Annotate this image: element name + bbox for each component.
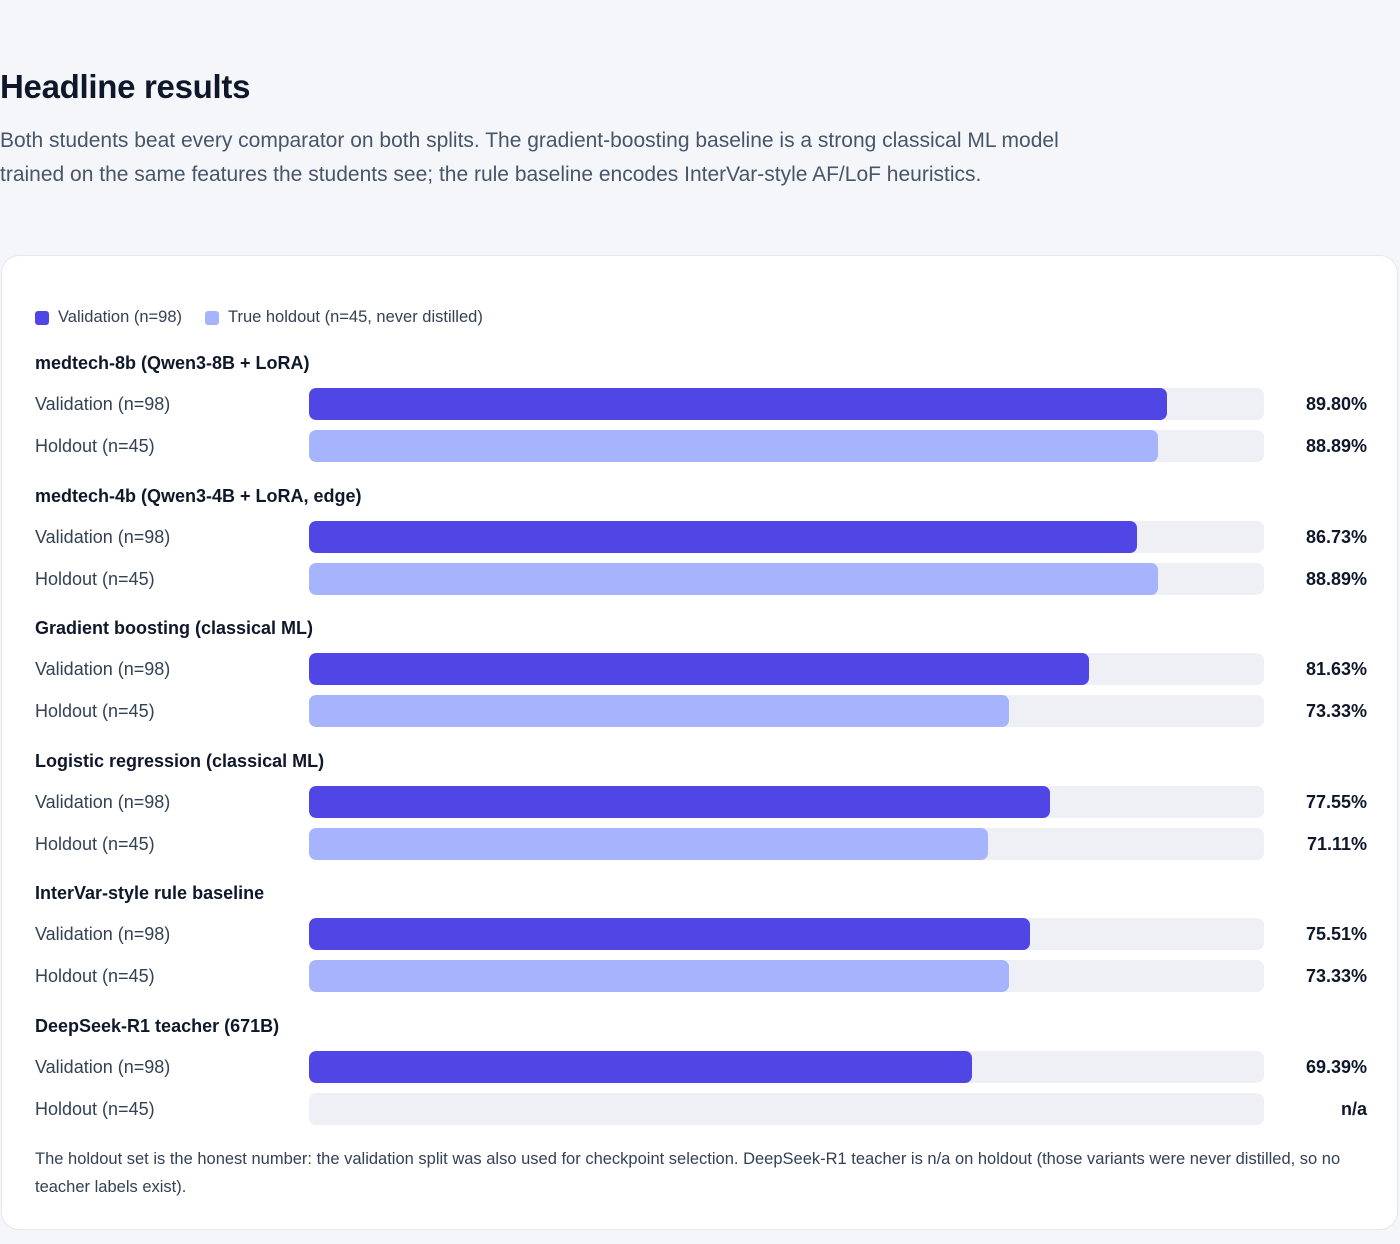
bar-value-label: 88.89% (1305, 436, 1367, 456)
bar-fill-holdout (309, 430, 1158, 462)
bar-value-label: 89.80% (1305, 394, 1367, 414)
bar-track (309, 653, 1264, 686)
bar-track (309, 430, 1264, 462)
bar-value-label: 73.33% (1305, 701, 1367, 722)
bar-fill-validation (309, 653, 1089, 686)
bar-group: medtech-4b (Qwen3-4B + LoRA, edge) Valida… (35, 486, 1370, 618)
bar-track (309, 562, 1264, 595)
bar-track (309, 388, 1264, 420)
bar-row-validation: Validation (n=98) 86.73% (35, 520, 1370, 553)
bar-row-validation: Validation (n=98) 77.55% (35, 785, 1370, 818)
legend-label-holdout: True holdout (n=45, never distilled) (227, 308, 483, 326)
bar-value-label: 86.73% (1305, 526, 1367, 547)
page-description: Both students beat every comparator on b… (0, 129, 1059, 186)
bar-fill-validation (309, 918, 1031, 951)
bar-fill-validation (309, 388, 1167, 420)
bar-row-label: Holdout (n=45) (35, 436, 155, 456)
bar-group: medtech-8b (Qwen3-8B + LoRA) Validation (… (35, 353, 1370, 485)
bar-row-label: Validation (n=98) (35, 526, 171, 547)
bar-row-validation: Validation (n=98) 75.51% (35, 918, 1370, 951)
bar-group: Logistic regression (classical ML) Valida… (35, 751, 1370, 883)
legend-swatch-holdout (204, 310, 219, 325)
bar-value-label: 81.63% (1305, 659, 1367, 680)
bar-track (309, 785, 1264, 818)
bar-row-holdout: Holdout (n=45) 71.11% (35, 827, 1370, 860)
bar-row-label: Validation (n=98) (35, 1057, 171, 1077)
bar-row-validation: Validation (n=98) 89.80% (35, 388, 1370, 420)
bar-track (309, 520, 1264, 553)
bar-value-label: 75.51% (1305, 924, 1367, 945)
bar-value-label: 88.89% (1305, 568, 1367, 589)
bar-fill-holdout (309, 827, 989, 860)
bar-fill-holdout (309, 562, 1158, 595)
bar-row-label: Holdout (n=45) (35, 833, 155, 854)
group-title: InterVar-style rule baseline (35, 883, 265, 904)
bar-row-label: Holdout (n=45) (35, 568, 155, 589)
group-title: medtech-8b (Qwen3-8B + LoRA) (35, 353, 310, 373)
chart-footnote: The holdout set is the honest number: th… (35, 1150, 1341, 1196)
bar-fill-validation (309, 520, 1138, 553)
bar-group: DeepSeek-R1 teacher (671B) Validation (n=… (35, 1016, 1370, 1148)
bar-value-label: 69.39% (1305, 1057, 1367, 1077)
bar-track (309, 918, 1264, 951)
bar-track (309, 1093, 1264, 1125)
bar-fill-holdout (309, 695, 1010, 728)
bar-row-validation: Validation (n=98) 69.39% (35, 1051, 1370, 1083)
legend-swatch-validation (35, 310, 49, 325)
bar-track (309, 1051, 1264, 1083)
bar-row-label: Validation (n=98) (35, 924, 171, 945)
bar-fill-holdout (309, 960, 1010, 993)
bar-row-label: Validation (n=98) (35, 394, 171, 414)
bar-fill-validation (309, 785, 1050, 818)
bar-fill-validation (309, 1051, 972, 1083)
bar-group: InterVar-style rule baseline Validation (… (35, 883, 1370, 1015)
bar-value-label: n/a (1340, 1099, 1367, 1119)
legend-label-validation: Validation (n=98) (58, 308, 182, 326)
bar-track (309, 695, 1264, 728)
legend-item-holdout: True holdout (n=45, never distilled) (204, 308, 483, 327)
legend-item-validation: Validation (n=98) (35, 308, 182, 327)
bar-group: Gradient boosting (classical ML) Validati… (35, 618, 1370, 750)
bar-row-label: Holdout (n=45) (35, 701, 155, 722)
bar-row-label: Validation (n=98) (35, 659, 171, 680)
bar-track (309, 827, 1264, 860)
page-title: Headline results (0, 68, 251, 105)
group-title: Logistic regression (classical ML) (35, 750, 325, 771)
bar-row-holdout: Holdout (n=45) 88.89% (35, 562, 1370, 595)
bar-row-validation: Validation (n=98) 81.63% (35, 653, 1370, 686)
bar-value-label: 77.55% (1305, 791, 1367, 812)
results-card: Validation (n=98) True holdout (n=45, ne… (1, 255, 1398, 1230)
bar-row-holdout: Holdout (n=45) 73.33% (35, 960, 1370, 993)
bar-row-label: Holdout (n=45) (35, 966, 155, 987)
chart-legend: Validation (n=98) True holdout (n=45, ne… (35, 308, 506, 327)
group-title: medtech-4b (Qwen3-4B + LoRA, edge) (35, 485, 362, 506)
bar-row-holdout: Holdout (n=45) n/a (35, 1093, 1370, 1125)
bar-track (309, 960, 1264, 993)
bar-row-holdout: Holdout (n=45) 73.33% (35, 695, 1370, 728)
bar-row-label: Holdout (n=45) (35, 1099, 155, 1119)
bar-row-label: Validation (n=98) (35, 791, 171, 812)
group-title: Gradient boosting (classical ML) (35, 618, 314, 639)
bar-value-label: 71.11% (1306, 833, 1367, 854)
bar-value-label: 73.33% (1305, 966, 1367, 987)
bar-row-holdout: Holdout (n=45) 88.89% (35, 430, 1370, 462)
group-title: DeepSeek-R1 teacher (671B) (35, 1016, 280, 1036)
